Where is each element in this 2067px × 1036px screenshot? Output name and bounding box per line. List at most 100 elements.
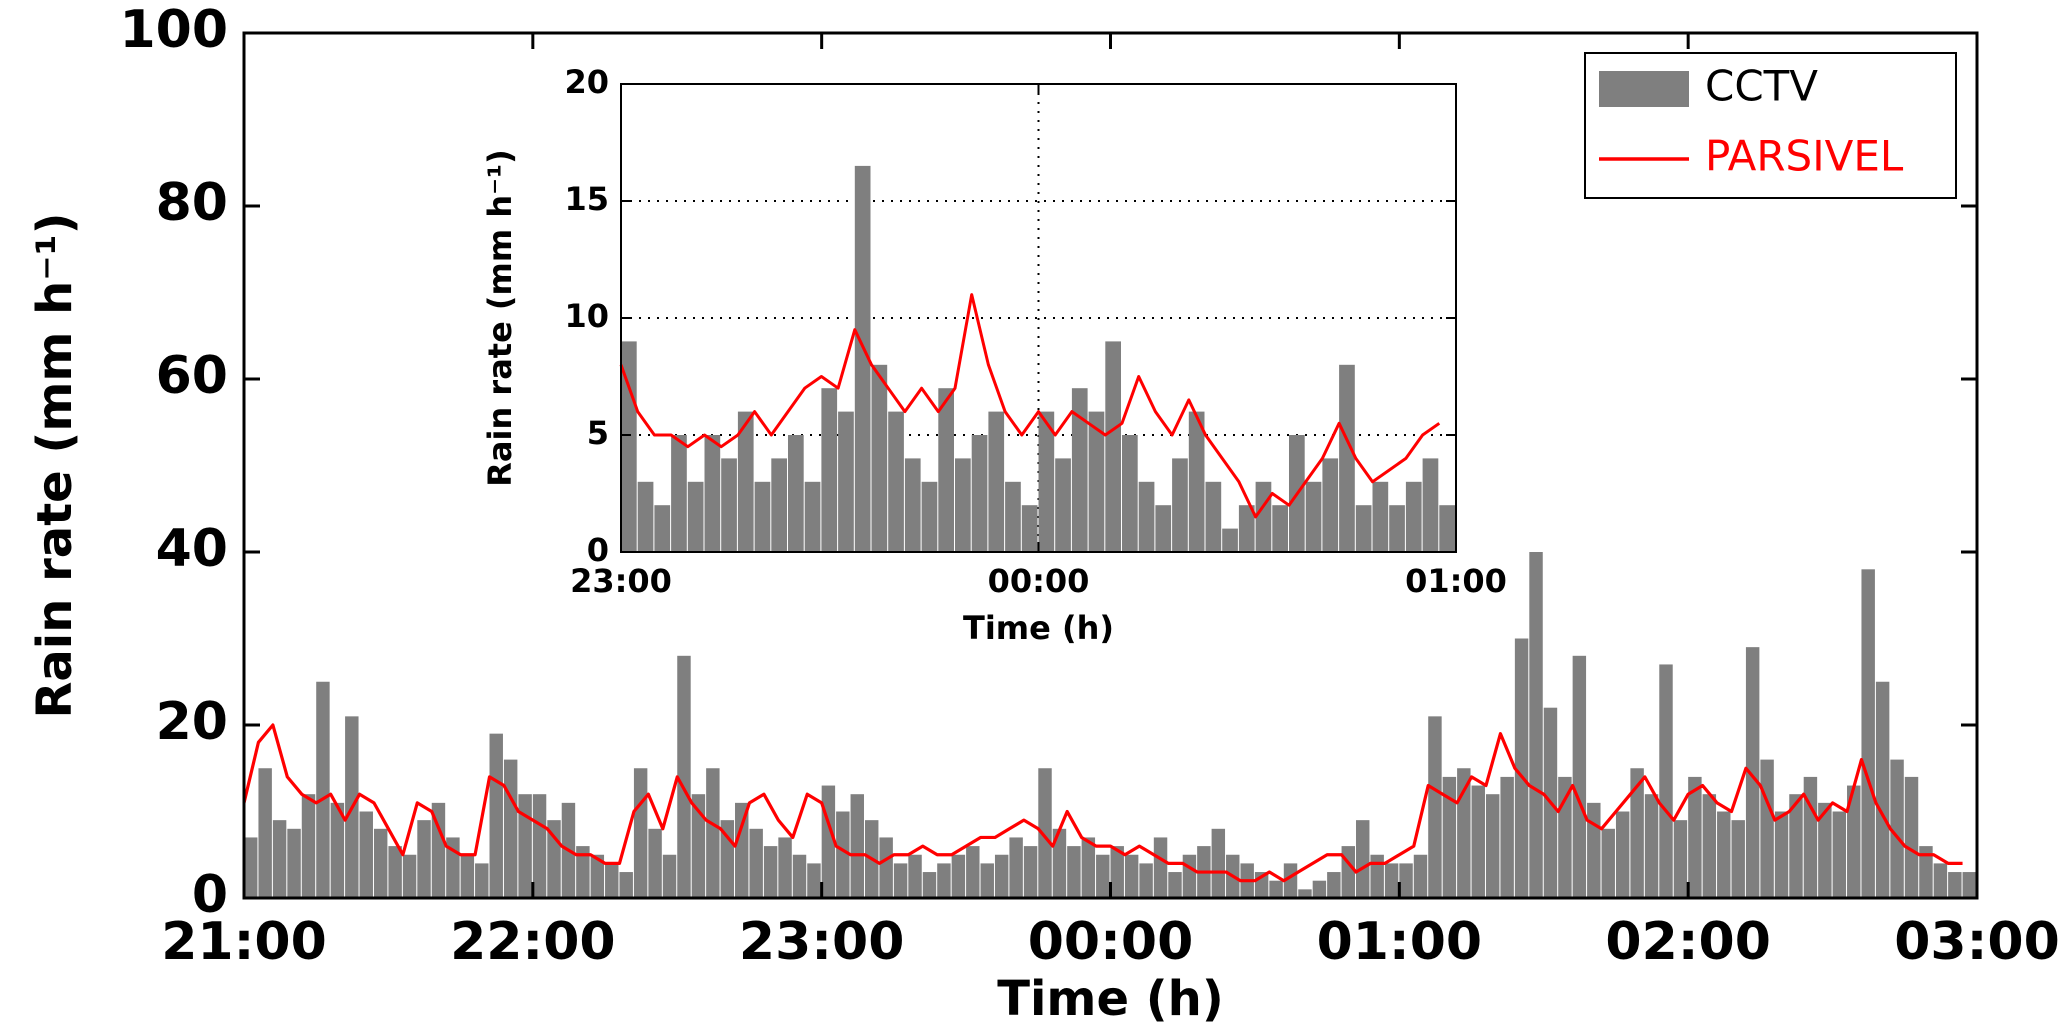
bar bbox=[1384, 863, 1399, 898]
bar bbox=[489, 733, 503, 898]
bar bbox=[1558, 776, 1572, 898]
bar bbox=[1155, 505, 1172, 552]
bar bbox=[1948, 872, 1962, 898]
bar bbox=[1413, 854, 1428, 898]
x-tick-label: 03:00 bbox=[1894, 912, 2060, 972]
bar bbox=[244, 837, 258, 898]
bar bbox=[1587, 802, 1601, 898]
y-axis-title: Rain rate (mm h⁻¹) bbox=[481, 149, 519, 486]
bar bbox=[1875, 681, 1890, 898]
bar bbox=[1919, 846, 1933, 898]
bar bbox=[1803, 776, 1818, 898]
bar bbox=[691, 794, 706, 898]
line bbox=[242, 723, 1963, 883]
bar bbox=[937, 863, 951, 898]
bar bbox=[951, 854, 966, 898]
bar bbox=[879, 837, 893, 898]
bar bbox=[706, 768, 720, 898]
bar bbox=[654, 505, 671, 552]
bar bbox=[737, 411, 754, 552]
bar bbox=[1405, 481, 1422, 552]
bar bbox=[893, 863, 908, 898]
bar bbox=[1124, 854, 1139, 898]
bar bbox=[1023, 846, 1038, 898]
bar bbox=[971, 435, 988, 552]
bar bbox=[704, 435, 721, 552]
bar bbox=[1529, 552, 1543, 898]
y-tick-label: 80 bbox=[156, 173, 228, 233]
bar bbox=[1457, 768, 1471, 898]
bar bbox=[1283, 863, 1298, 898]
bar bbox=[576, 846, 590, 898]
bar bbox=[1832, 811, 1847, 898]
bar bbox=[988, 411, 1005, 552]
x-tick-label: 21:00 bbox=[161, 912, 327, 972]
bar bbox=[1067, 846, 1081, 898]
bar bbox=[1439, 505, 1455, 552]
bar bbox=[749, 828, 763, 898]
bar bbox=[301, 794, 316, 898]
bar bbox=[735, 802, 749, 898]
y-tick-label: 40 bbox=[156, 519, 228, 579]
bar bbox=[1422, 458, 1439, 552]
bar bbox=[633, 768, 648, 898]
y-tick-label: 0 bbox=[192, 865, 228, 925]
y-tick-label: 100 bbox=[119, 0, 228, 60]
bar bbox=[1105, 341, 1121, 552]
bar bbox=[1514, 638, 1529, 898]
bar bbox=[1255, 481, 1272, 552]
bar bbox=[1601, 828, 1615, 898]
bar bbox=[662, 854, 677, 898]
y-tick-label: 20 bbox=[156, 692, 228, 752]
bar bbox=[821, 388, 838, 552]
bar bbox=[850, 794, 864, 898]
x-tick-label: 00:00 bbox=[988, 562, 1090, 600]
bar bbox=[1327, 872, 1341, 898]
bar bbox=[1269, 880, 1283, 898]
bar bbox=[1038, 411, 1055, 552]
bar bbox=[1005, 481, 1021, 552]
bar bbox=[1500, 776, 1514, 898]
bar bbox=[938, 388, 954, 552]
bar bbox=[637, 481, 654, 552]
bar bbox=[1789, 794, 1803, 898]
bar bbox=[1847, 785, 1861, 898]
bar bbox=[836, 811, 850, 898]
y-tick-label: 5 bbox=[587, 414, 609, 452]
bar bbox=[921, 481, 938, 552]
bar bbox=[677, 655, 691, 898]
bar bbox=[359, 811, 373, 898]
y-tick-label: 10 bbox=[564, 297, 609, 335]
y-tick-label: 60 bbox=[156, 346, 228, 406]
bar bbox=[788, 435, 804, 552]
bar bbox=[1110, 846, 1124, 898]
x-axis-title: Time (h) bbox=[963, 609, 1114, 647]
bar bbox=[1341, 846, 1356, 898]
bar bbox=[1399, 863, 1413, 898]
bar bbox=[1172, 458, 1188, 552]
bar bbox=[980, 863, 994, 898]
bar bbox=[258, 768, 272, 898]
bar bbox=[1055, 458, 1071, 552]
bar bbox=[955, 458, 971, 552]
bar bbox=[1818, 802, 1832, 898]
bar bbox=[687, 481, 704, 552]
bar bbox=[1071, 388, 1088, 552]
x-tick-label: 01:00 bbox=[1317, 912, 1483, 972]
y-tick-label: 0 bbox=[587, 531, 609, 569]
legend-swatch bbox=[1599, 71, 1689, 107]
bar bbox=[330, 802, 345, 898]
legend: CCTV PARSIVEL bbox=[1584, 52, 1957, 199]
bar bbox=[619, 872, 633, 898]
bar bbox=[778, 837, 792, 898]
bar bbox=[1471, 785, 1485, 898]
bar bbox=[518, 794, 532, 898]
bar bbox=[1731, 820, 1745, 898]
y-axis-title: Rain rate (mm h⁻¹) bbox=[27, 212, 83, 718]
bar bbox=[1774, 811, 1789, 898]
bar bbox=[1370, 854, 1384, 898]
bar bbox=[475, 863, 489, 898]
bar bbox=[1644, 794, 1659, 898]
bar bbox=[1485, 794, 1500, 898]
